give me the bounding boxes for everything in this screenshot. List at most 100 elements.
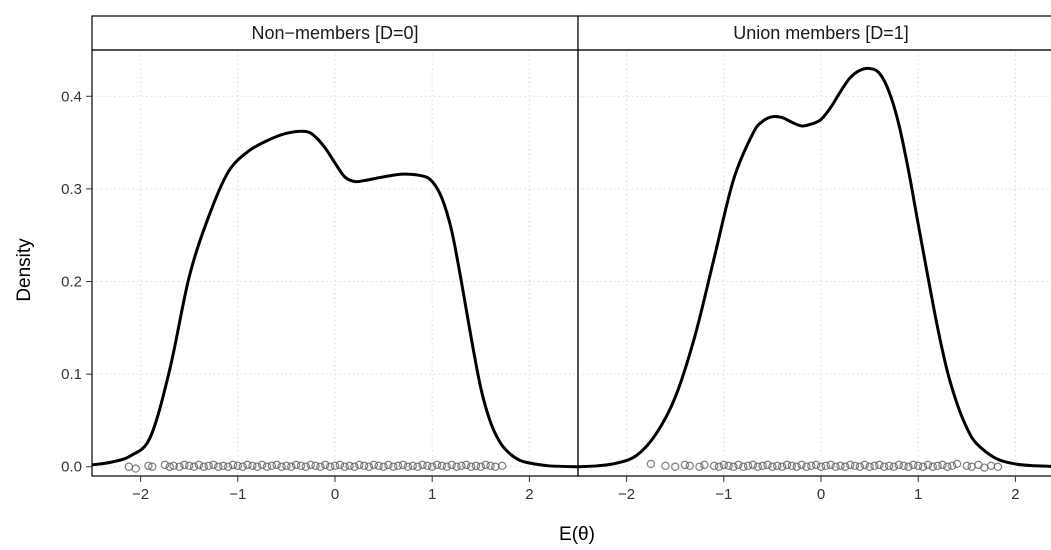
y-tick-label: 0.1 <box>61 366 82 383</box>
rug-point <box>321 460 330 470</box>
density-curve <box>92 129 578 469</box>
rug-point <box>311 461 320 471</box>
rug-point <box>943 462 952 471</box>
x-axis-title: E(θ) <box>559 524 595 545</box>
rug-point <box>826 460 835 470</box>
rug-point <box>219 461 228 471</box>
rug-point <box>189 462 199 471</box>
rug-point <box>214 462 223 471</box>
rug-point <box>447 460 456 470</box>
rug-point <box>787 461 797 471</box>
rug-point <box>734 460 743 470</box>
rug-point <box>223 462 233 471</box>
rug-point <box>671 462 680 471</box>
facet-panels: Non−members [D=0] −2 −1 0 1 2 0.0 0.1 0.2 0.3 0.4 U… <box>61 15 1051 503</box>
rug-point <box>291 460 301 470</box>
rug-point <box>403 462 413 471</box>
rug-point <box>340 462 349 471</box>
rug-point <box>729 462 738 471</box>
rug-point <box>452 462 461 471</box>
panel-border <box>577 49 1051 477</box>
facet-panel-0: Non−members [D=0] −2 −1 0 1 2 0.0 0.1 0.2 0.3 0.4 <box>61 15 579 503</box>
y-tick-label: 0.2 <box>61 274 82 291</box>
rug-point <box>432 460 442 470</box>
rug-point <box>160 460 170 470</box>
rug-point <box>287 462 296 471</box>
rug-point <box>437 461 447 471</box>
rug-point <box>773 461 782 471</box>
rug-point <box>369 460 379 470</box>
x-tick-label: 1 <box>428 486 436 503</box>
rug-point <box>748 460 758 470</box>
rug-point <box>457 461 466 471</box>
rug-point <box>695 462 704 471</box>
rug-point <box>831 462 840 471</box>
rug-point <box>875 460 884 470</box>
rug-point <box>661 461 670 471</box>
rug-point <box>428 462 437 471</box>
facet-panel-1: Union members [D=1] −2 −1 0 1 2 <box>577 15 1051 503</box>
rug-point <box>646 459 656 469</box>
rug-point <box>393 461 403 471</box>
rug-point <box>768 462 777 471</box>
rug-point <box>175 462 184 471</box>
rug-point <box>301 462 311 471</box>
rug-point <box>233 461 242 471</box>
rug-point <box>306 460 315 470</box>
rug-point <box>841 462 850 471</box>
rug-point <box>685 461 694 471</box>
rug-point <box>282 461 291 471</box>
rug-point <box>466 462 476 471</box>
rug-point <box>374 461 383 471</box>
rug-point <box>811 460 821 470</box>
rug-point <box>253 462 262 471</box>
rug-point <box>199 462 208 471</box>
density-curve <box>578 66 1051 469</box>
rug-point <box>860 460 869 470</box>
rug-point <box>418 460 427 470</box>
rug-point <box>335 460 345 470</box>
rug-point <box>228 460 238 470</box>
x-tick-label: −1 <box>715 486 732 503</box>
facet-strip-label: Non−members [D=0] <box>251 23 418 43</box>
rug-point <box>739 462 748 471</box>
rug-point <box>476 462 485 471</box>
x-tick-label: 0 <box>331 486 339 503</box>
rug-point <box>277 462 286 471</box>
rug-point <box>933 461 942 471</box>
rug-point <box>204 461 213 471</box>
rug-point <box>272 460 281 470</box>
rug-point <box>398 460 408 470</box>
rug-point <box>821 461 831 471</box>
rug-layer <box>124 460 507 473</box>
rug-point <box>184 461 194 471</box>
rug-point <box>879 462 889 471</box>
rug-point <box>763 460 772 470</box>
rug-point <box>884 461 894 471</box>
x-tick-label: −1 <box>229 486 246 503</box>
y-tick-label: 0.3 <box>61 181 82 198</box>
rug-point <box>325 462 335 471</box>
rug-point <box>899 461 908 471</box>
rug-point <box>816 462 826 471</box>
rug-point <box>889 462 899 471</box>
rug-point <box>442 462 451 471</box>
rug-point <box>355 460 364 470</box>
x-tick-label: 0 <box>817 486 825 503</box>
rug-point <box>753 462 763 471</box>
rug-point <box>719 460 729 470</box>
rug-point <box>379 462 388 471</box>
rug-point <box>948 461 957 471</box>
rug-point <box>389 462 398 471</box>
rug-point <box>316 462 325 471</box>
y-axis-title: Density <box>14 238 35 302</box>
rug-point <box>993 462 1003 471</box>
y-tick-label: 0.4 <box>61 88 82 105</box>
rug-point <box>243 460 252 470</box>
rug-point <box>486 461 495 471</box>
x-tick-label: 2 <box>525 486 533 503</box>
x-tick-label: −2 <box>132 486 149 503</box>
rug-point <box>743 461 753 471</box>
y-tick-label: 0.0 <box>61 459 82 476</box>
facet-strip-label: Union members [D=1] <box>733 23 909 43</box>
